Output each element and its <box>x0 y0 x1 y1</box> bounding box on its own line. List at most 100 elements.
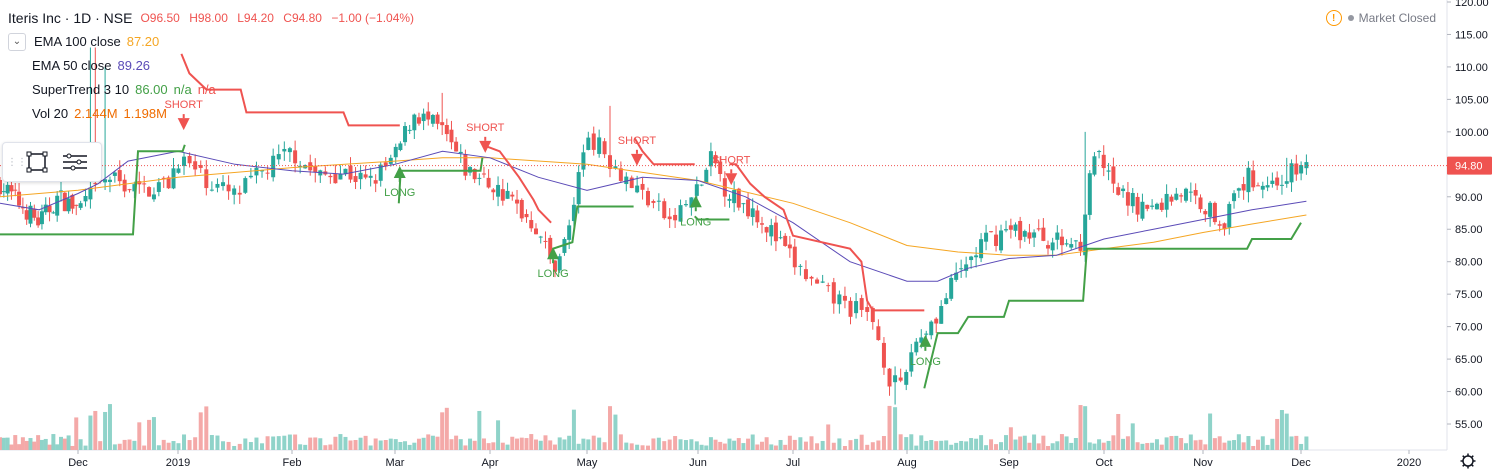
last-price-badge <box>1447 156 1492 175</box>
rectangle-select-icon[interactable] <box>25 150 49 174</box>
legend-ema100[interactable]: ⌄ EMA 100 close 87.20 <box>8 30 420 54</box>
volume-bar <box>939 440 944 450</box>
candle-body <box>232 188 237 195</box>
drawing-toolbox[interactable]: ⋮⋮ <box>2 142 102 182</box>
candle-body <box>1121 188 1126 192</box>
volume-bar <box>1246 436 1251 450</box>
volume-bar <box>741 443 746 450</box>
candle-body <box>708 151 713 167</box>
volume-bar <box>254 437 259 450</box>
candle-body <box>454 141 459 152</box>
volume-bar <box>93 410 98 450</box>
volume-bar <box>98 441 103 450</box>
volume-bar <box>338 434 343 450</box>
volume-bar <box>1260 436 1265 450</box>
candle-body <box>496 184 501 197</box>
legend-ema50[interactable]: EMA 50 close 89.26 <box>32 54 420 78</box>
short-arrow-icon <box>479 140 492 153</box>
candle-body <box>1059 236 1064 246</box>
candle-body <box>176 168 181 173</box>
volume-bar <box>683 440 688 450</box>
volume-bar <box>1078 405 1083 450</box>
market-status[interactable]: ! Market Closed <box>1325 10 1436 26</box>
volume-bar <box>1270 438 1275 450</box>
candle-body <box>510 194 515 197</box>
volume-bar <box>193 437 198 450</box>
candle-body <box>491 189 496 193</box>
volume-bar <box>870 442 875 450</box>
volume-bar <box>591 435 596 450</box>
legend-supertrend[interactable]: SuperTrend 3 10 86.00 n/a n/a <box>32 78 420 102</box>
long-arrow-icon <box>919 334 932 347</box>
candle-body <box>74 204 79 206</box>
volume-bar <box>308 437 313 450</box>
candle-body <box>358 172 363 180</box>
candle-body <box>1265 185 1270 188</box>
candle-body <box>815 279 820 284</box>
volume-bar <box>58 436 63 450</box>
x-tick-label: Apr <box>481 457 498 469</box>
volume-bar <box>934 441 939 450</box>
volume-bar <box>1289 436 1294 450</box>
volume-bar <box>694 441 699 450</box>
volume-bar <box>1087 442 1092 450</box>
volume-bar <box>984 445 989 450</box>
volume-bar <box>1064 436 1069 450</box>
candle-body <box>254 167 259 176</box>
candle-body <box>1145 204 1150 209</box>
candle-body <box>421 113 426 122</box>
candle-body <box>373 180 378 184</box>
volume-bar <box>449 439 454 450</box>
long-signal-label: LONG <box>910 356 941 368</box>
volume-bar <box>496 420 501 450</box>
volume-bar <box>974 438 979 450</box>
settings-lines-icon[interactable] <box>61 150 89 174</box>
candle-body <box>209 189 214 191</box>
candle-body <box>142 183 147 185</box>
volume-bar <box>458 439 463 450</box>
candle-body <box>524 213 529 218</box>
candle-body <box>430 115 435 124</box>
candle-body <box>1125 192 1130 206</box>
chevron-down-icon[interactable]: ⌄ <box>8 33 26 51</box>
volume-bar <box>1050 443 1055 450</box>
symbol-title[interactable]: Iteris Inc · 1D · NSE <box>8 10 133 26</box>
volume-bar <box>74 417 79 450</box>
candle-body <box>934 318 939 324</box>
candle-body <box>62 192 67 212</box>
volume-bar <box>117 443 122 450</box>
candle-body <box>440 122 445 126</box>
candle-body <box>944 298 949 305</box>
candle-body <box>515 199 520 204</box>
candle-body <box>237 192 242 195</box>
gear-tooth <box>1471 455 1474 458</box>
warning-icon[interactable]: ! <box>1325 10 1342 26</box>
volume-bar <box>979 435 984 450</box>
volume-bar <box>699 444 704 450</box>
volume-bar <box>1208 413 1213 450</box>
x-tick-label: Aug <box>897 457 917 469</box>
candle-body <box>989 231 994 233</box>
candle-body <box>43 204 48 213</box>
volume-bar <box>727 438 732 450</box>
legend-volume[interactable]: Vol 20 2.144M 1.198M <box>32 102 420 126</box>
volume-bar <box>837 438 842 450</box>
drag-handle-icon[interactable]: ⋮⋮ <box>7 156 27 168</box>
change-value: −1.00 (−1.04%) <box>331 11 415 25</box>
candle-body <box>1251 170 1256 188</box>
candle-body <box>198 165 203 168</box>
volume-bar <box>444 407 449 450</box>
candle-body <box>787 244 792 249</box>
candle-body <box>260 170 265 172</box>
volume-bar <box>848 440 853 450</box>
candle-body <box>1294 163 1299 175</box>
volume-bar <box>708 437 713 450</box>
volume-bar <box>383 440 388 450</box>
gear-icon[interactable] <box>1460 453 1476 469</box>
candle-body <box>1241 184 1246 191</box>
candle-body <box>929 321 934 336</box>
volume-bar <box>176 443 181 450</box>
candle-body <box>939 306 944 324</box>
